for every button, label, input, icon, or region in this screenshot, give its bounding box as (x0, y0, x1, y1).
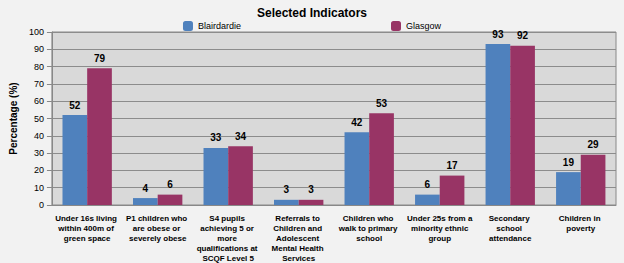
svg-text:Adolescent: Adolescent (276, 234, 321, 243)
svg-text:30: 30 (34, 148, 44, 158)
svg-text:92: 92 (517, 30, 529, 41)
svg-text:Percentage (%): Percentage (%) (8, 82, 19, 154)
svg-text:Secondary: Secondary (489, 214, 532, 223)
svg-text:Children who: Children who (343, 214, 396, 223)
svg-text:poverty: poverty (566, 224, 595, 233)
svg-text:80: 80 (34, 62, 44, 72)
svg-text:are obese or: are obese or (133, 224, 183, 233)
svg-text:attendance: attendance (489, 234, 532, 243)
svg-text:S4 pupils: S4 pupils (209, 214, 247, 223)
svg-text:green space: green space (64, 234, 111, 243)
svg-text:Children in: Children in (559, 214, 603, 223)
svg-text:achieving 5 or: achieving 5 or (200, 224, 256, 233)
svg-text:6: 6 (425, 179, 431, 190)
svg-text:P1 children who: P1 children who (126, 214, 190, 223)
svg-text:19: 19 (563, 157, 575, 168)
svg-text:Referrals to: Referrals to (275, 214, 322, 223)
svg-text:90: 90 (34, 44, 44, 54)
svg-text:100: 100 (29, 27, 44, 37)
svg-text:50: 50 (34, 114, 44, 124)
svg-text:Services: Services (282, 254, 315, 263)
svg-text:33: 33 (210, 132, 222, 143)
svg-text:SCQF Level 5: SCQF Level 5 (202, 254, 254, 263)
svg-text:qualifications at: qualifications at (197, 244, 260, 253)
svg-text:walk to primary: walk to primary (338, 224, 400, 233)
svg-text:Selected Indicators: Selected Indicators (257, 6, 367, 20)
svg-text:within 400m of: within 400m of (57, 224, 116, 233)
svg-text:3: 3 (308, 184, 314, 195)
svg-text:group: group (428, 234, 451, 243)
svg-text:29: 29 (588, 139, 600, 150)
svg-text:17: 17 (447, 160, 459, 171)
svg-text:school: school (496, 224, 524, 233)
svg-text:34: 34 (235, 131, 247, 142)
svg-text:Under 16s living: Under 16s living (55, 214, 119, 223)
svg-text:20: 20 (34, 165, 44, 175)
svg-text:53: 53 (376, 98, 388, 109)
svg-text:79: 79 (94, 53, 106, 64)
svg-text:10: 10 (34, 183, 44, 193)
svg-text:Mental Health: Mental Health (272, 244, 326, 253)
svg-text:more: more (217, 234, 239, 243)
svg-text:6: 6 (167, 179, 173, 190)
svg-text:93: 93 (492, 29, 504, 40)
svg-text:0: 0 (39, 200, 44, 210)
svg-text:60: 60 (34, 96, 44, 106)
svg-text:minority ethnic: minority ethnic (409, 224, 471, 233)
svg-text:4: 4 (143, 183, 149, 194)
svg-text:severely obese: severely obese (129, 234, 187, 243)
svg-text:Blairdardie: Blairdardie (198, 21, 241, 31)
svg-text:42: 42 (351, 117, 363, 128)
svg-text:Under 25s from a: Under 25s from a (407, 214, 473, 223)
svg-text:3: 3 (284, 184, 290, 195)
svg-text:52: 52 (69, 100, 81, 111)
svg-text:Children and: Children and (273, 224, 324, 233)
svg-text:school: school (356, 234, 382, 243)
svg-text:70: 70 (34, 79, 44, 89)
svg-text:Glasgow: Glasgow (406, 21, 442, 31)
svg-text:40: 40 (34, 131, 44, 141)
